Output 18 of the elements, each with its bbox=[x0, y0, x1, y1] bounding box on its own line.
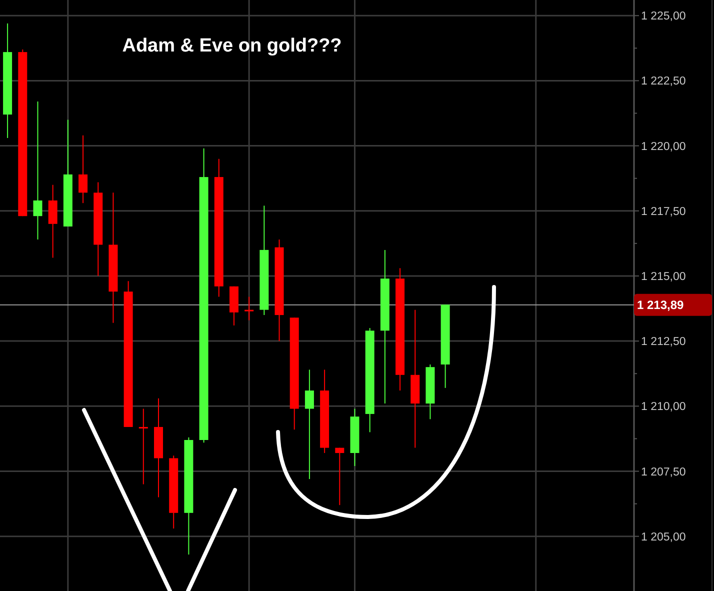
y-tick-label: 1 225,00 bbox=[641, 10, 686, 23]
candlestick bbox=[33, 101, 42, 240]
y-tick-label: 1 222,50 bbox=[641, 76, 686, 88]
candlestick bbox=[244, 296, 254, 321]
ref-line-label: 1 213,89 bbox=[637, 298, 684, 312]
candlestick bbox=[78, 134, 88, 204]
y-tick-label: 1 210,00 bbox=[641, 401, 686, 414]
y-tick-label: 1 207,50 bbox=[641, 466, 686, 478]
y-tick-label: 1 215,00 bbox=[641, 271, 686, 283]
candlestick bbox=[48, 184, 58, 258]
candlestick bbox=[335, 447, 344, 506]
y-tick-label: 1 217,50 bbox=[641, 206, 686, 218]
y-tick-label: 1 220,00 bbox=[641, 140, 686, 153]
candlestick bbox=[138, 408, 148, 485]
candlestick bbox=[304, 369, 314, 480]
text: Adam & Eve on gold??? bbox=[122, 36, 342, 57]
y-tick-label: 1 212,50 bbox=[641, 336, 686, 348]
y-tick-label: 1 205,00 bbox=[641, 531, 686, 544]
